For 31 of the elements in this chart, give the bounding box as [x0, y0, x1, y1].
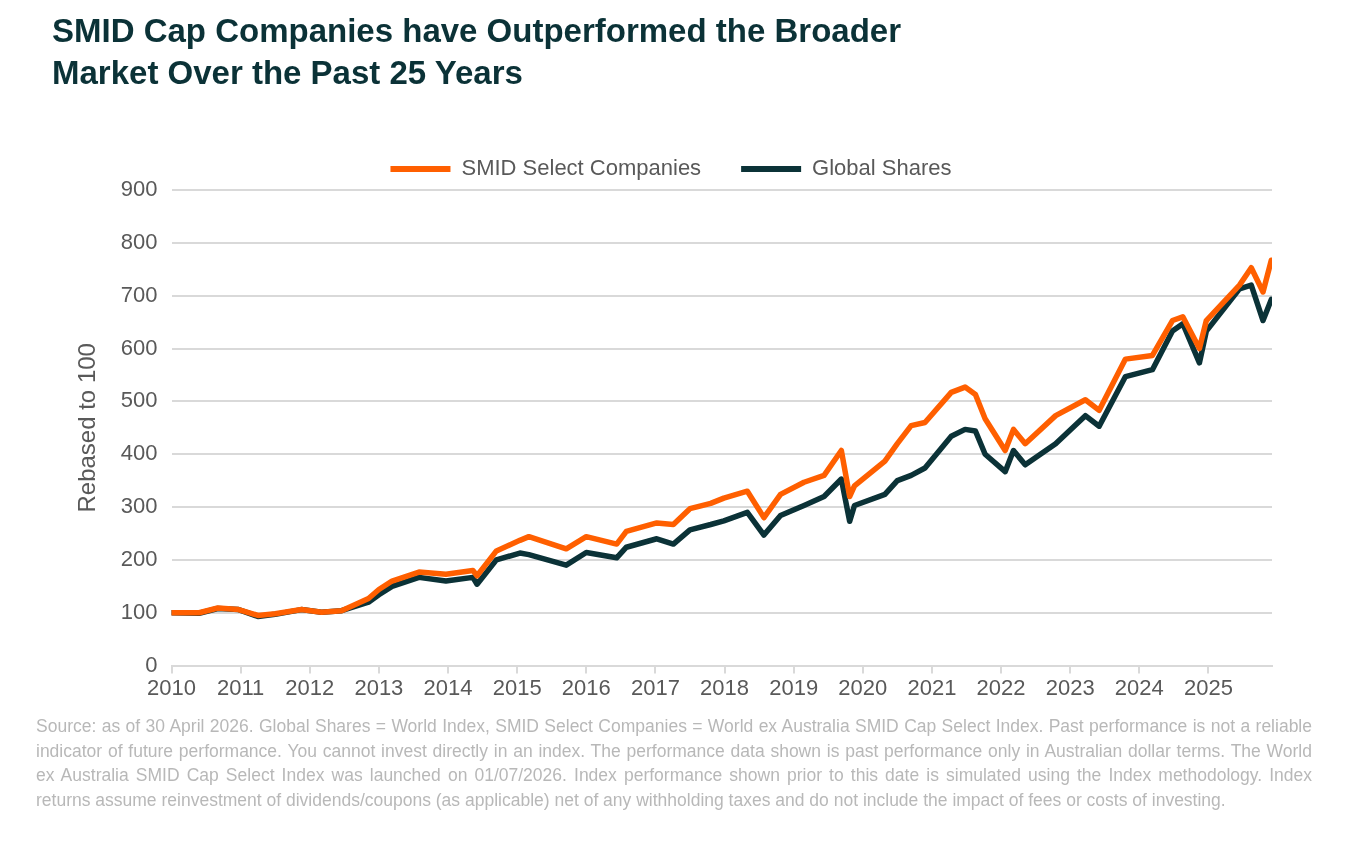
y-tick-label: 800 — [120, 228, 158, 254]
x-tick-label: 2010 — [147, 674, 196, 700]
x-tick-label: 2023 — [1045, 674, 1095, 700]
y-tick-label: 600 — [120, 334, 158, 360]
legend-label: Global Shares — [812, 155, 952, 181]
x-tick-label: 2021 — [907, 674, 957, 700]
legend-label: SMID Select Companies — [461, 155, 702, 181]
y-tick-label: 700 — [120, 281, 158, 307]
x-tick-label: 2015 — [492, 674, 542, 700]
x-tick-label: 2014 — [423, 674, 473, 700]
x-tick-label: 2024 — [1114, 674, 1164, 700]
y-tick-label: 300 — [120, 493, 158, 519]
y-tick-label: 200 — [120, 545, 158, 571]
x-tick-label: 2022 — [976, 674, 1026, 700]
y-tick-label: 400 — [120, 440, 158, 466]
x-tick-label: 2019 — [769, 674, 819, 700]
x-tick-label: 2012 — [285, 674, 335, 700]
x-tick-label: 2025 — [1183, 674, 1233, 700]
x-tick-label: 2016 — [561, 674, 611, 700]
y-tick-label: 0 — [145, 651, 158, 677]
y-tick-label: 900 — [120, 176, 158, 202]
x-tick-label: 2011 — [216, 674, 265, 700]
x-tick-label: 2018 — [700, 674, 749, 700]
x-tick-label: 2020 — [838, 674, 888, 700]
y-tick-label: 500 — [120, 387, 158, 413]
source-note: Source: as of 30 April 2026. Global Shares = World Index, SMID Select Companies = World ex Australia SMID Cap Select Index. Past performance is not a reliable indicator of future performance. You cannot invest directly in an index. The performance data shown is past performance only in Australian dollar terms. The World ex Australia SMID Cap Select Index was launched on 01/07/2026. Index performance shown prior to this date is simulated using the Index methodology. Index returns assume reinvestment of dividends/coupons (as applicable) net of any withholding taxes and do not include the impact of fees or costs of investing. — [36, 715, 1312, 812]
chart-title: SMID Cap Companies have Outperformed the Broader Market Over the Past 25 Years — [52, 11, 902, 93]
x-tick-label: 2017 — [630, 674, 680, 700]
x-tick-label: 2013 — [354, 674, 404, 700]
y-tick-label: 100 — [120, 598, 158, 624]
y-axis-title: Rebased to 100 — [73, 343, 101, 513]
